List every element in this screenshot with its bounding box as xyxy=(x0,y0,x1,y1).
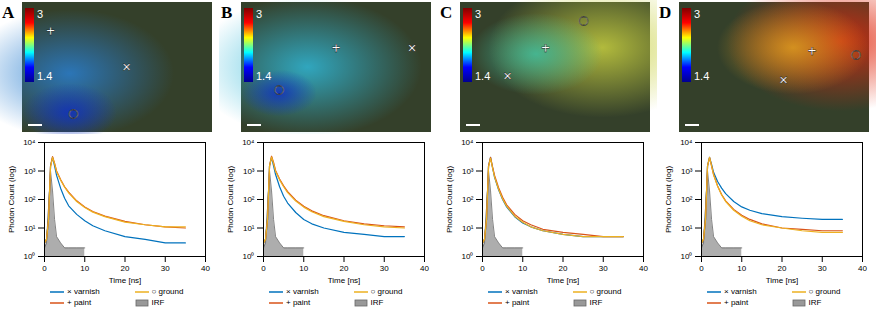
svg-text:○: ○ xyxy=(68,106,78,120)
html-text:○ ground: ○ ground xyxy=(808,287,841,296)
svg-text:30: 30 xyxy=(380,264,389,273)
svg-text:10²: 10² xyxy=(243,195,255,204)
svg-text:D: D xyxy=(659,3,671,22)
svg-text:10³: 10³ xyxy=(243,167,255,176)
html-text:+ paint: + paint xyxy=(286,298,311,307)
svg-text:1.4: 1.4 xyxy=(475,70,490,82)
svg-text:10³: 10³ xyxy=(24,167,36,176)
svg-text:Time [ns]: Time [ns] xyxy=(547,276,580,285)
svg-text:Photon Count (log): Photon Count (log) xyxy=(226,166,235,233)
svg-text:Time [ns]: Time [ns] xyxy=(109,276,142,285)
svg-text:30: 30 xyxy=(161,264,170,273)
svg-text:10: 10 xyxy=(518,264,527,273)
svg-text:3: 3 xyxy=(694,8,700,20)
svg-text:10⁴: 10⁴ xyxy=(23,138,36,147)
svg-text:C: C xyxy=(440,3,452,22)
svg-text:10⁰: 10⁰ xyxy=(462,252,474,261)
svg-text:1.4: 1.4 xyxy=(256,70,271,82)
svg-text:0: 0 xyxy=(480,264,485,273)
svg-text:10: 10 xyxy=(737,264,746,273)
svg-text:+: + xyxy=(540,41,550,55)
svg-text:Time [ns]: Time [ns] xyxy=(766,276,799,285)
svg-text:○: ○ xyxy=(578,13,588,27)
svg-text:0: 0 xyxy=(261,264,266,273)
svg-text:Photon Count (log): Photon Count (log) xyxy=(445,166,454,233)
svg-text:40: 40 xyxy=(201,264,210,273)
svg-text:10⁰: 10⁰ xyxy=(243,252,255,261)
svg-text:40: 40 xyxy=(639,264,648,273)
svg-text:10²: 10² xyxy=(462,195,474,204)
svg-text:30: 30 xyxy=(599,264,608,273)
svg-text:0: 0 xyxy=(42,264,47,273)
svg-text:+: + xyxy=(331,41,341,55)
svg-text:10³: 10³ xyxy=(681,167,693,176)
svg-text:10⁰: 10⁰ xyxy=(24,252,36,261)
html-text:IRF: IRF xyxy=(808,298,822,307)
html-text:IRF: IRF xyxy=(589,298,603,307)
svg-text:×: × xyxy=(121,60,131,74)
svg-text:10: 10 xyxy=(80,264,89,273)
svg-text:3: 3 xyxy=(256,8,262,20)
html-text:○ ground: ○ ground xyxy=(370,287,403,296)
svg-text:×: × xyxy=(407,41,417,55)
svg-text:10⁴: 10⁴ xyxy=(461,138,474,147)
svg-text:10²: 10² xyxy=(24,195,36,204)
svg-text:3: 3 xyxy=(475,8,481,20)
svg-text:40: 40 xyxy=(420,264,429,273)
svg-text:10³: 10³ xyxy=(462,167,474,176)
html-text:+ paint: + paint xyxy=(67,298,92,307)
svg-text:10¹: 10¹ xyxy=(681,224,693,233)
svg-text:10²: 10² xyxy=(681,195,693,204)
svg-text:10¹: 10¹ xyxy=(243,224,255,233)
svg-text:10⁴: 10⁴ xyxy=(242,138,255,147)
svg-text:B: B xyxy=(221,3,232,22)
svg-text:20: 20 xyxy=(340,264,349,273)
html-text:IRF: IRF xyxy=(151,298,165,307)
svg-text:10¹: 10¹ xyxy=(462,224,474,233)
svg-text:×: × xyxy=(502,69,512,83)
html-text:○ ground: ○ ground xyxy=(151,287,184,296)
svg-text:10⁴: 10⁴ xyxy=(680,138,693,147)
svg-text:20: 20 xyxy=(559,264,568,273)
svg-text:○: ○ xyxy=(850,47,860,61)
svg-text:40: 40 xyxy=(858,264,867,273)
svg-text:20: 20 xyxy=(121,264,130,273)
svg-text:×: × xyxy=(778,73,788,87)
svg-text:20: 20 xyxy=(778,264,787,273)
svg-text:10¹: 10¹ xyxy=(24,224,36,233)
html-text:× varnish: × varnish xyxy=(286,287,319,296)
svg-text:+: + xyxy=(807,44,817,58)
svg-text:Photon Count (log): Photon Count (log) xyxy=(7,166,16,233)
html-text:○ ground: ○ ground xyxy=(589,287,622,296)
svg-text:1.4: 1.4 xyxy=(37,70,52,82)
svg-text:30: 30 xyxy=(818,264,827,273)
svg-text:10⁰: 10⁰ xyxy=(681,252,693,261)
svg-text:+: + xyxy=(45,24,55,38)
svg-text:1.4: 1.4 xyxy=(694,70,709,82)
html-text:IRF: IRF xyxy=(370,298,384,307)
html-text:+ paint: + paint xyxy=(724,298,749,307)
html-text:× varnish: × varnish xyxy=(724,287,757,296)
svg-text:10: 10 xyxy=(299,264,308,273)
svg-text:0: 0 xyxy=(699,264,704,273)
svg-text:A: A xyxy=(2,3,15,22)
svg-text:Time [ns]: Time [ns] xyxy=(328,276,361,285)
html-text:× varnish: × varnish xyxy=(505,287,538,296)
svg-text:3: 3 xyxy=(37,8,43,20)
svg-text:○: ○ xyxy=(274,82,284,96)
html-text:× varnish: × varnish xyxy=(67,287,100,296)
html-text:+ paint: + paint xyxy=(505,298,530,307)
svg-text:Photon Count (log): Photon Count (log) xyxy=(664,166,673,233)
